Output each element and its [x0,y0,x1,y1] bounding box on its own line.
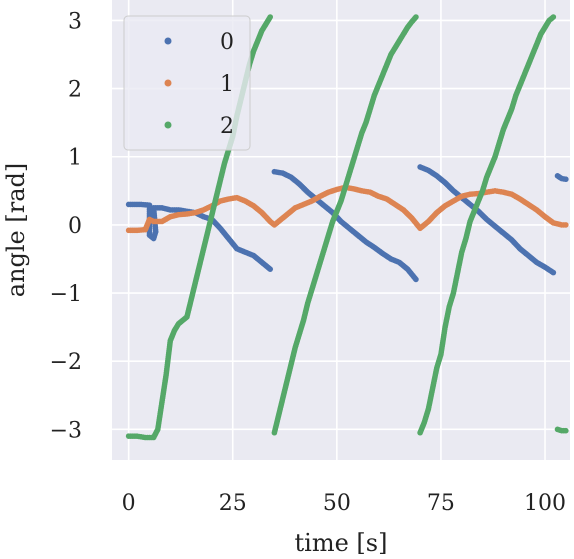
data-point [267,14,274,20]
y-axis-label: angle [rad] [2,163,30,298]
y-tick-label: −3 [50,418,82,443]
legend-label-0: 0 [220,30,234,55]
y-tick-label: 2 [68,78,82,103]
legend-box [123,15,251,151]
data-point [413,276,419,283]
data-point [550,14,557,20]
y-tick-label: −1 [50,282,82,307]
legend-marker-0 [164,37,172,45]
data-point [550,269,557,276]
x-axis-ticks: 0 25 50 75 100 [122,491,566,516]
x-axis-label: time [s] [295,529,388,557]
legend-marker-2 [164,121,172,129]
legend: 0 1 2 [123,15,251,151]
data-point [413,14,419,20]
x-tick-label: 25 [219,491,247,516]
legend-marker-1 [164,79,172,87]
data-point [267,266,274,272]
y-axis-ticks: −3 −2 −1 0 1 2 3 [50,9,82,443]
data-point [563,427,569,434]
x-tick-label: 75 [427,491,455,516]
data-point [563,176,569,183]
series-1-points [125,184,569,234]
x-tick-label: 0 [122,491,136,516]
y-tick-label: 1 [68,146,82,171]
x-tick-label: 50 [323,491,351,516]
data-point [563,222,569,228]
legend-label-1: 1 [220,72,234,97]
y-tick-label: 0 [68,214,82,239]
x-tick-label: 100 [524,491,566,516]
series-0-points [125,164,569,283]
y-tick-label: −2 [50,350,82,375]
legend-label-2: 2 [220,114,234,139]
y-tick-label: 3 [68,9,82,34]
